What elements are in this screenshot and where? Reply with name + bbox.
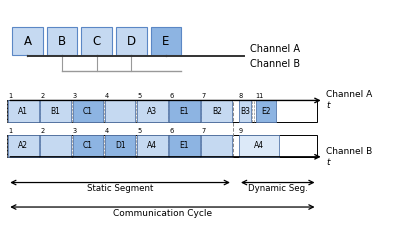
Text: A3: A3 [147,107,158,116]
Bar [7,135,317,157]
Text: 11: 11 [256,93,264,99]
FancyBboxPatch shape [169,135,200,157]
FancyBboxPatch shape [239,100,251,122]
Text: A2: A2 [18,141,28,150]
Text: 4: 4 [105,128,109,134]
Text: Static Segment: Static Segment [87,184,153,194]
Text: 3: 3 [72,128,77,134]
Text: D1: D1 [115,141,125,150]
FancyBboxPatch shape [105,135,136,157]
Text: E: E [162,35,170,48]
Text: 7: 7 [201,93,206,99]
Text: 6: 6 [169,128,173,134]
Text: A: A [24,35,31,48]
FancyBboxPatch shape [81,27,112,55]
FancyBboxPatch shape [201,135,232,157]
FancyBboxPatch shape [47,27,77,55]
FancyBboxPatch shape [40,135,71,157]
Text: B: B [58,35,66,48]
Text: 9: 9 [239,128,243,134]
Text: 6: 6 [169,93,173,99]
Text: Channel B: Channel B [250,59,300,69]
FancyBboxPatch shape [105,100,136,122]
Text: Channel A: Channel A [326,90,373,99]
Text: D: D [127,35,136,48]
FancyBboxPatch shape [72,100,103,122]
Text: Channel A: Channel A [250,44,300,54]
FancyBboxPatch shape [72,135,103,157]
FancyBboxPatch shape [201,100,232,122]
Text: C1: C1 [83,107,93,116]
Text: 5: 5 [137,93,141,99]
Text: 5: 5 [137,128,141,134]
FancyBboxPatch shape [151,27,181,55]
Text: t: t [326,101,330,110]
Text: A4: A4 [147,141,158,150]
FancyBboxPatch shape [239,135,279,157]
FancyBboxPatch shape [137,100,168,122]
Text: 1: 1 [8,93,12,99]
Text: Channel B: Channel B [326,147,373,156]
Text: B3: B3 [240,107,250,116]
Text: 2: 2 [40,128,45,134]
Text: t: t [326,158,330,167]
Text: A1: A1 [18,107,28,116]
Text: 8: 8 [239,93,243,99]
Text: C1: C1 [83,141,93,150]
FancyBboxPatch shape [256,100,276,122]
Bar [7,100,317,122]
Text: 4: 4 [105,93,109,99]
Text: A4: A4 [254,141,264,150]
FancyBboxPatch shape [12,27,43,55]
FancyBboxPatch shape [137,135,168,157]
Text: 7: 7 [201,128,206,134]
Text: E1: E1 [180,107,189,116]
FancyBboxPatch shape [116,27,147,55]
Text: Communication Cycle: Communication Cycle [113,209,212,218]
Text: E1: E1 [180,141,189,150]
Text: 2: 2 [40,93,45,99]
Text: E2: E2 [261,107,271,116]
Text: B2: B2 [212,107,222,116]
FancyBboxPatch shape [40,100,71,122]
Text: Dynamic Seg.: Dynamic Seg. [248,184,308,194]
Text: B1: B1 [51,107,61,116]
FancyBboxPatch shape [8,135,39,157]
Text: 3: 3 [72,93,77,99]
Text: 1: 1 [8,128,12,134]
FancyBboxPatch shape [8,100,39,122]
FancyBboxPatch shape [169,100,200,122]
Text: C: C [92,35,101,48]
